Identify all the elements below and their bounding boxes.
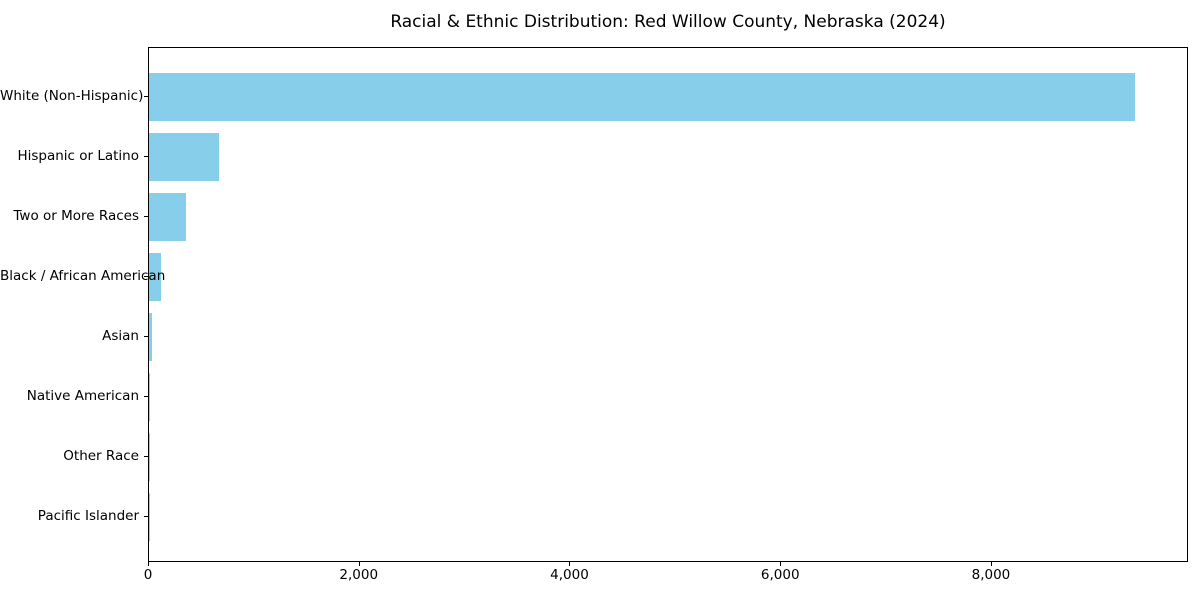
y-tick-mark [144, 276, 148, 277]
x-tick-label: 4,000 [550, 567, 589, 583]
x-tick-label: 0 [143, 567, 153, 583]
y-tick-label: White (Non-Hispanic) [0, 88, 144, 104]
y-tick-mark [144, 516, 148, 517]
y-tick-label: Pacific Islander [37, 508, 139, 524]
x-tick-mark [780, 562, 782, 566]
y-tick-label: Asian [102, 328, 139, 344]
y-tick-mark [144, 336, 148, 337]
bar-black-african-american [149, 253, 161, 301]
y-tick-mark [144, 456, 148, 457]
y-tick-label: Native American [26, 388, 139, 404]
y-tick-mark [144, 96, 148, 97]
bar-two-or-more-races [149, 193, 186, 241]
x-tick-mark [990, 562, 992, 566]
x-tick-label: 8,000 [971, 567, 1011, 583]
x-tick-label: 6,000 [760, 567, 800, 583]
plot-area [148, 47, 1188, 562]
bar-native-american [149, 373, 151, 421]
y-tick-mark [144, 216, 148, 217]
x-tick-mark [569, 562, 571, 566]
y-tick-label: Other Race [63, 448, 139, 464]
bar-white-non-hispanic [149, 73, 1136, 121]
bar-hispanic-or-latino [149, 133, 220, 181]
y-tick-label: Two or More Races [13, 208, 139, 224]
chart-title: Racial & Ethnic Distribution: Red Willow… [390, 12, 946, 32]
x-tick-mark [358, 562, 360, 566]
x-tick-mark [148, 562, 149, 566]
x-tick-label: 2,000 [339, 567, 379, 583]
y-tick-mark [144, 396, 148, 397]
bar-asian [149, 313, 152, 361]
y-tick-mark [144, 156, 148, 157]
y-tick-label: Hispanic or Latino [17, 148, 139, 164]
y-tick-label: Black / African American [0, 268, 166, 284]
